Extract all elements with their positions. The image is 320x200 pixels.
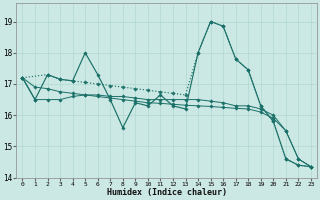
X-axis label: Humidex (Indice chaleur): Humidex (Indice chaleur) — [107, 188, 227, 197]
